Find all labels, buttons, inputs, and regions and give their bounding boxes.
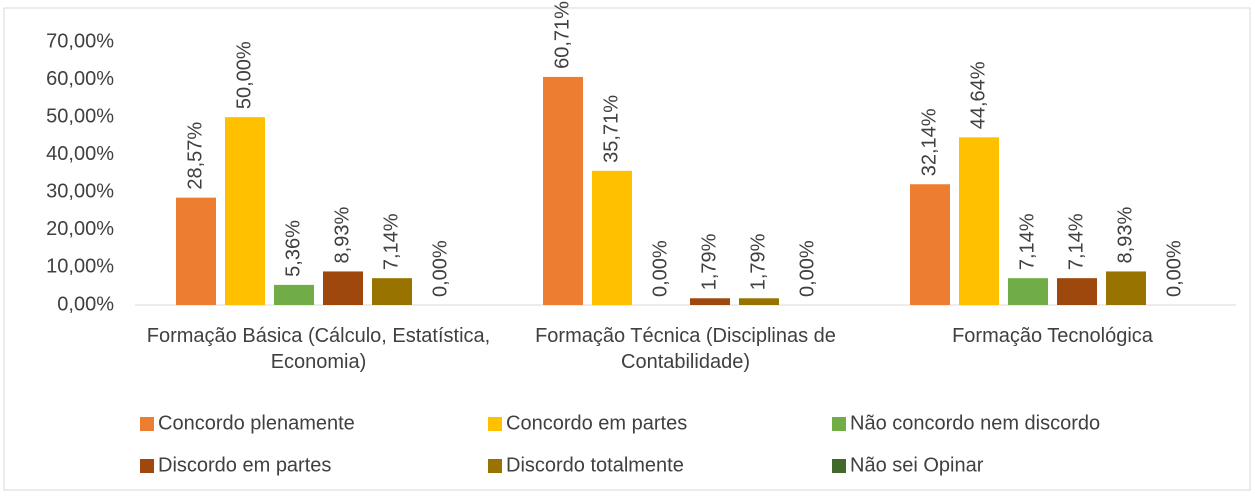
data-label: 35,71% bbox=[600, 95, 622, 163]
x-tick-label: Formação Básica (Cálculo, Estatística, E… bbox=[146, 325, 491, 373]
bar bbox=[1106, 271, 1146, 305]
data-label: 0,00% bbox=[796, 240, 818, 297]
legend-label: Discordo em partes bbox=[158, 454, 331, 476]
legend-swatch bbox=[488, 417, 502, 431]
data-label: 44,64% bbox=[967, 61, 989, 129]
data-label: 8,93% bbox=[331, 207, 353, 264]
data-label: 28,57% bbox=[184, 122, 206, 190]
data-label: 0,00% bbox=[1163, 240, 1185, 297]
x-tick-label: Formação Técnica (Disciplinas de Contabi… bbox=[535, 325, 836, 373]
bar bbox=[176, 197, 216, 305]
legend-label: Concordo em partes bbox=[506, 412, 687, 434]
data-label: 7,14% bbox=[1065, 213, 1087, 270]
data-label: 32,14% bbox=[918, 108, 940, 176]
legend-swatch bbox=[140, 459, 154, 473]
y-tick-label: 30,00% bbox=[46, 181, 114, 203]
bar bbox=[739, 298, 779, 305]
bar bbox=[592, 170, 632, 305]
bar bbox=[910, 184, 950, 305]
bar bbox=[1057, 278, 1097, 305]
bar bbox=[274, 284, 314, 305]
bar bbox=[1008, 278, 1048, 305]
y-tick-label: 20,00% bbox=[46, 218, 114, 240]
data-label: 50,00% bbox=[233, 41, 255, 109]
bar bbox=[959, 137, 999, 305]
data-label: 1,79% bbox=[698, 233, 720, 290]
legend-swatch bbox=[488, 459, 502, 473]
y-tick-label: 10,00% bbox=[46, 256, 114, 278]
bar bbox=[372, 278, 412, 305]
y-tick-label: 60,00% bbox=[46, 68, 114, 90]
data-label: 5,36% bbox=[282, 220, 304, 277]
legend-swatch bbox=[140, 417, 154, 431]
data-label: 0,00% bbox=[429, 240, 451, 297]
legend-label: Não sei Opinar bbox=[850, 454, 984, 476]
bar bbox=[690, 298, 730, 305]
data-label: 8,93% bbox=[1114, 207, 1136, 264]
bar bbox=[323, 271, 363, 305]
data-label: 7,14% bbox=[380, 213, 402, 270]
bar bbox=[543, 76, 583, 305]
x-tick-label: Formação Tecnológica bbox=[952, 325, 1153, 347]
bar bbox=[225, 117, 265, 306]
y-tick-label: 50,00% bbox=[46, 105, 114, 127]
legend-label: Não concordo nem discordo bbox=[850, 412, 1100, 434]
y-tick-label: 70,00% bbox=[46, 30, 114, 52]
data-label: 60,71% bbox=[551, 1, 573, 69]
chart-border bbox=[3, 7, 1251, 491]
y-tick-label: 0,00% bbox=[57, 293, 114, 315]
data-label: 1,79% bbox=[747, 233, 769, 290]
data-label: 7,14% bbox=[1016, 213, 1038, 270]
data-label: 0,00% bbox=[649, 240, 671, 297]
legend-label: Discordo totalmente bbox=[506, 454, 684, 476]
legend-label: Concordo plenamente bbox=[158, 412, 355, 434]
legend-swatch bbox=[832, 417, 846, 431]
y-tick-label: 40,00% bbox=[46, 143, 114, 165]
legend-swatch bbox=[832, 459, 846, 473]
